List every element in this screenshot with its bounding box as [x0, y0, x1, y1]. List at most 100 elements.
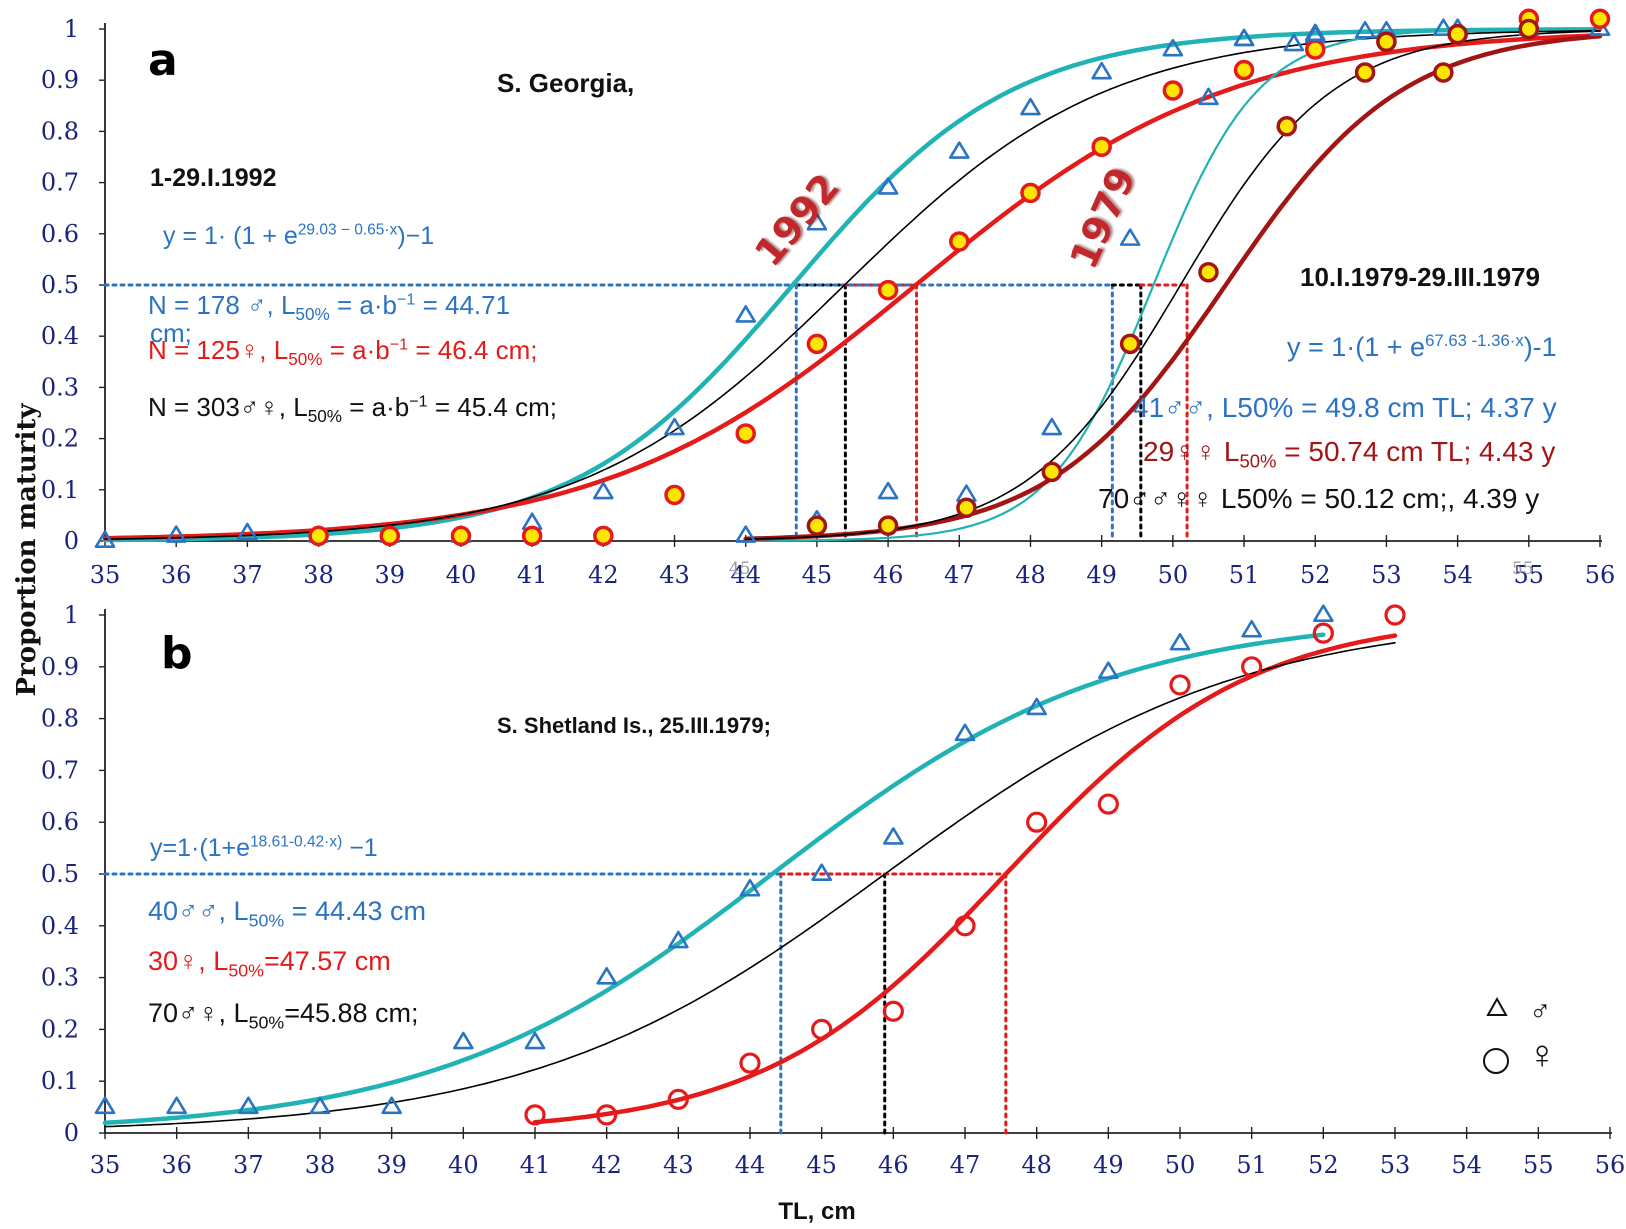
x-tick-label: 56	[1585, 561, 1616, 589]
data-point-male	[735, 525, 757, 543]
n-all-1979: 70♂♂♀♀ L50% = 50.12 cm;, 4.39 y	[1098, 483, 1540, 514]
data-point-male	[237, 522, 258, 541]
n-female-b: 30♀, L50%=47.57 cm	[148, 946, 391, 981]
x-tick-label: 50	[1165, 1151, 1196, 1179]
n-female-1992: N = 125♀, L50% = a·b−1 = 46.4 cm;	[148, 335, 538, 370]
x-tick-label: 54	[1442, 561, 1473, 589]
x-tick-label: 43	[659, 561, 690, 589]
x-tick-label: 37	[232, 561, 263, 589]
y-tick-label: 0.2	[41, 425, 79, 453]
n-male-b: 40♂♂, L50% = 44.43 cm	[148, 896, 427, 931]
fitted-curve	[532, 633, 1398, 1125]
data-point-female	[954, 915, 976, 937]
data-point-male	[806, 212, 828, 231]
data-point-male	[1198, 87, 1219, 106]
x-tick-label: 51	[1236, 1151, 1267, 1179]
x-tick-label: 53	[1380, 1151, 1411, 1179]
data-point-female	[1276, 116, 1298, 137]
x-tick-label: 36	[161, 561, 192, 589]
data-point-female	[1304, 39, 1326, 60]
y-tick-label: 0.7	[41, 169, 79, 197]
data-point-female	[593, 525, 614, 547]
y-tick-label: 0.3	[41, 373, 79, 401]
x-tick-label: 38	[303, 561, 334, 589]
data-point-female	[1091, 136, 1112, 158]
data-point-female	[1433, 62, 1454, 83]
data-point-male	[1241, 619, 1262, 638]
x-tick-label: 40	[448, 1151, 479, 1179]
x-tick-label: 55	[1514, 561, 1545, 589]
x-tick-label: 35	[90, 561, 121, 589]
data-point-male	[381, 1096, 402, 1115]
data-point-female	[667, 1088, 689, 1110]
n-all-b: 70♂♀, L50%=45.88 cm;	[148, 998, 419, 1033]
data-point-female	[1447, 23, 1468, 45]
data-point-male	[1119, 228, 1141, 246]
data-point-female	[956, 497, 977, 518]
y-tick-label: 0.2	[41, 1015, 79, 1043]
data-point-male	[596, 966, 617, 985]
panel-b-label: b	[161, 628, 193, 679]
date-1979: 10.I.1979-29.III.1979	[1300, 262, 1540, 292]
y-tick-label: 0.1	[41, 1067, 79, 1095]
data-point-male	[668, 930, 689, 949]
panel-a-label: a	[148, 35, 178, 86]
data-point-male	[877, 481, 899, 500]
x-tick-label: 52	[1308, 1151, 1339, 1179]
x-tick-label: 36	[161, 1151, 192, 1179]
y-tick-label: 0.5	[41, 271, 79, 299]
fitted-curve	[102, 27, 1603, 543]
data-point-female	[379, 525, 401, 547]
y-tick-label: 0.3	[41, 964, 79, 992]
data-point-male	[238, 1096, 259, 1115]
x-tick-label: 55	[1523, 1151, 1554, 1179]
data-point-female	[811, 1018, 833, 1041]
fitted-curve	[102, 632, 1326, 1126]
fitted-curve	[102, 33, 1603, 541]
data-point-female	[450, 525, 472, 547]
panel-a-chart: 35 36 37 38 39 40 41 42 43 44 45 46 47 48 49 50 51 52 53 54…	[41, 8, 1616, 589]
x-tick-label: 48	[1021, 1151, 1052, 1179]
data-point-male	[1233, 28, 1255, 47]
data-point-male	[877, 177, 899, 195]
y-tick-label: 0.1	[41, 476, 79, 504]
ghost-tick-label: 45	[729, 559, 751, 579]
data-point-male	[1026, 697, 1047, 716]
data-point-female	[524, 1104, 546, 1126]
data-point-male	[524, 1031, 546, 1050]
data-point-female	[1233, 59, 1255, 81]
x-tick-label: 35	[90, 1151, 121, 1179]
x-axis-label: TL, cm	[778, 1198, 856, 1225]
x-tick-label: 49	[1086, 561, 1117, 589]
x-tick-label: 46	[873, 561, 904, 589]
data-point-male	[735, 305, 757, 323]
x-tick-label: 47	[944, 561, 975, 589]
legend-circle	[1483, 1048, 1509, 1074]
data-point-female	[664, 484, 685, 506]
data-point-female	[1241, 656, 1263, 678]
data-point-female	[806, 333, 828, 355]
data-point-male	[1162, 38, 1184, 57]
data-point-male	[948, 141, 970, 159]
y-tick-label: 0.8	[41, 705, 79, 733]
n-male-1992-wrap: cm;	[150, 318, 192, 348]
n-male-1992: N = 178 ♂, L50% = a·b−1 = 44.71	[148, 290, 511, 325]
data-point-female	[521, 525, 543, 547]
data-point-male	[1283, 33, 1305, 52]
data-point-female	[882, 1000, 904, 1022]
data-point-female	[596, 1104, 618, 1126]
data-point-male	[1354, 20, 1376, 39]
data-point-male	[883, 827, 904, 845]
x-tick-label: 45	[806, 1151, 837, 1179]
date-1992: 1-29.I.1992	[150, 164, 277, 192]
x-tick-label: 46	[878, 1151, 909, 1179]
x-tick-label: 49	[1093, 1151, 1124, 1179]
x-tick-label: 51	[1229, 561, 1260, 589]
y-tick-label: 0.4	[41, 322, 79, 350]
data-point-male	[954, 723, 976, 742]
data-point-male	[1098, 661, 1119, 679]
data-point-male	[739, 878, 761, 897]
x-tick-label: 43	[663, 1151, 694, 1179]
x-tick-label: 39	[374, 561, 405, 589]
data-point-female	[1097, 793, 1119, 815]
